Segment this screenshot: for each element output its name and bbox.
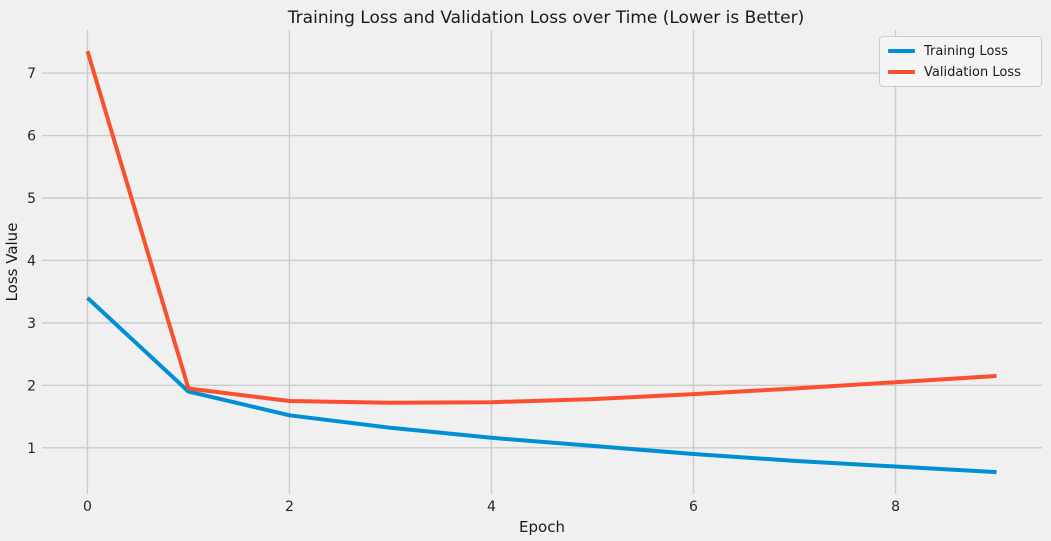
x-tick-label: 2 (285, 499, 294, 515)
data-series (85, 50, 997, 475)
y-tick-label: 6 (27, 129, 36, 145)
y-tick-labels: 1 2 3 4 5 6 7 (27, 66, 36, 457)
gridlines (42, 30, 1042, 494)
x-tick-labels: 0 2 4 6 8 (83, 499, 900, 515)
legend-label: Validation Loss (924, 64, 1021, 80)
y-tick-label: 5 (27, 191, 36, 207)
y-axis-label: Loss Value (3, 223, 21, 302)
x-tick-label: 6 (689, 499, 698, 515)
line-training-loss (86, 296, 997, 475)
x-tick-label: 4 (487, 499, 496, 515)
legend-item-validation-loss: Validation Loss (888, 63, 1032, 81)
line-validation-loss (85, 50, 997, 405)
legend-label: Training Loss (924, 43, 1008, 59)
x-tick-label: 0 (83, 499, 92, 515)
y-tick-label: 4 (27, 253, 36, 269)
y-tick-label: 3 (27, 316, 36, 332)
x-tick-label: 8 (891, 499, 900, 515)
legend: Training Loss Validation Loss (879, 36, 1042, 87)
y-tick-label: 1 (27, 441, 36, 457)
legend-item-training-loss: Training Loss (888, 42, 1032, 60)
validation-loss-swatch (888, 70, 915, 74)
y-tick-label: 7 (27, 66, 36, 82)
chart-title: Training Loss and Validation Loss over T… (287, 8, 804, 28)
training-loss-swatch (888, 49, 915, 53)
x-axis-label: Epoch (519, 518, 565, 536)
y-tick-label: 2 (27, 378, 36, 394)
